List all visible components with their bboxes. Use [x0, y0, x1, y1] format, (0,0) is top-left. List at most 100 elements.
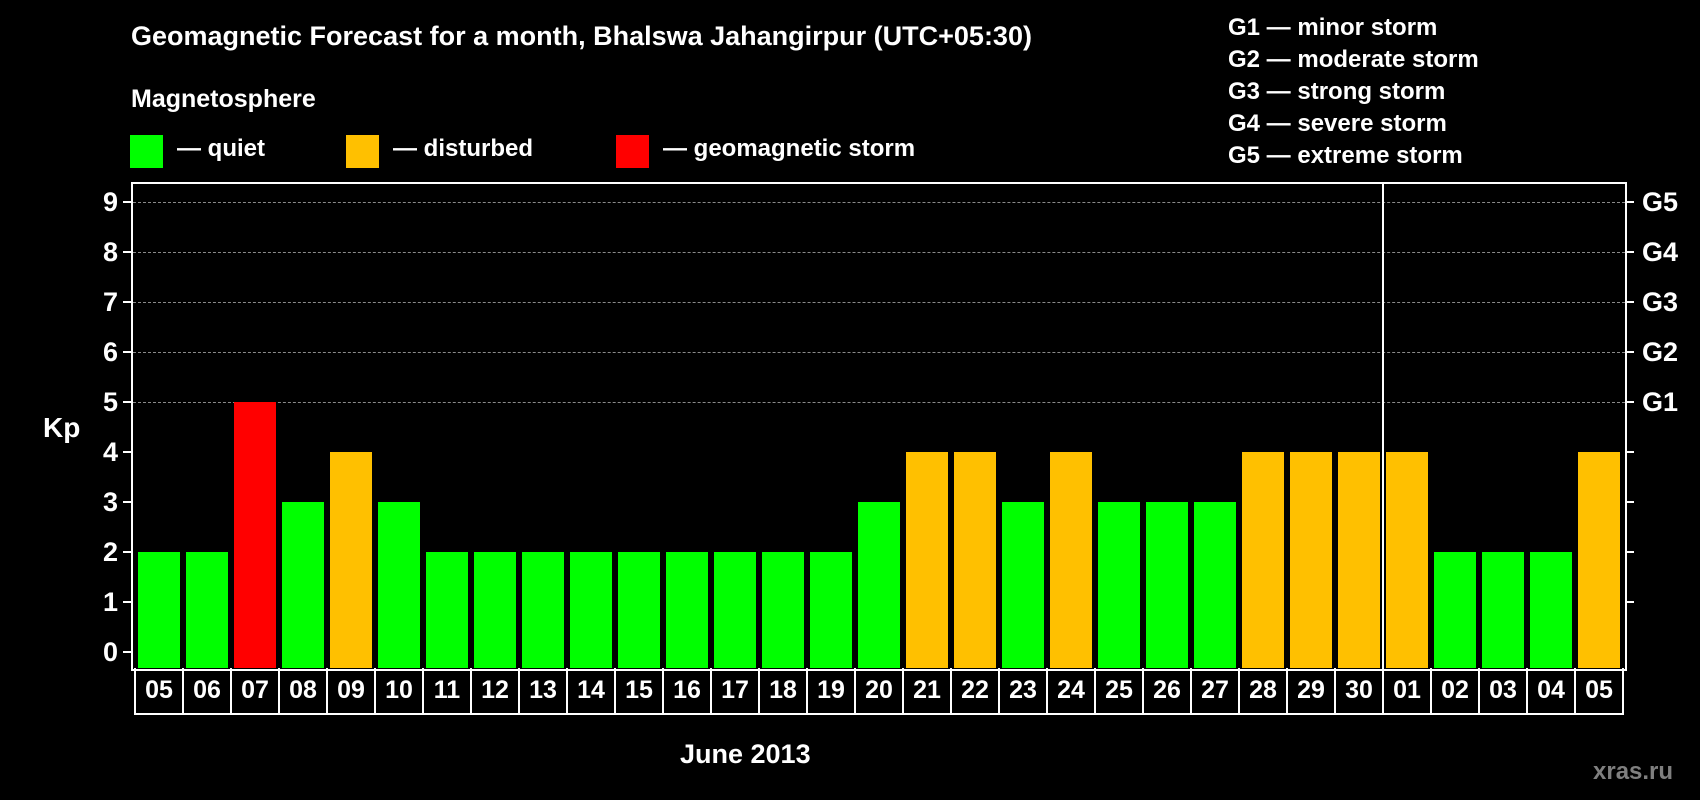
watermark: xras.ru — [1593, 758, 1674, 785]
bar-16 — [666, 552, 708, 668]
right-tick-mark — [1626, 301, 1634, 303]
date-label: 19 — [806, 668, 856, 715]
legend-item-disturbed: — disturbed — [346, 135, 533, 168]
date-label: 09 — [326, 668, 376, 715]
g-scale-label: G1 — [1642, 387, 1679, 417]
date-label: 07 — [230, 668, 280, 715]
bar-13 — [522, 552, 564, 668]
y-tick-label: 8 — [102, 237, 118, 267]
y-tick-mark — [123, 601, 132, 603]
g-legend-g5: G5 — extreme storm — [1228, 142, 1463, 169]
right-tick-mark — [1626, 601, 1634, 603]
bar-26 — [1146, 502, 1188, 668]
bar-22 — [954, 452, 996, 668]
date-label: 10 — [374, 668, 424, 715]
y-tick-mark — [123, 301, 132, 303]
bar-06 — [186, 552, 228, 668]
y-tick-label: 1 — [102, 587, 118, 617]
date-label: 30 — [1334, 668, 1384, 715]
bar-24 — [1050, 452, 1092, 668]
date-label: 05 — [134, 668, 184, 715]
date-label: 13 — [518, 668, 568, 715]
bar-25 — [1098, 502, 1140, 668]
date-label: 15 — [614, 668, 664, 715]
right-tick-mark — [1626, 451, 1634, 453]
right-tick-mark — [1626, 401, 1634, 403]
g-scale-label: G3 — [1642, 287, 1679, 317]
date-label: 24 — [1046, 668, 1096, 715]
y-tick-mark — [123, 451, 132, 453]
y-tick-label: 7 — [102, 287, 118, 317]
date-label: 27 — [1190, 668, 1240, 715]
date-label: 14 — [566, 668, 616, 715]
date-label: 16 — [662, 668, 712, 715]
gridline-kp-8 — [133, 252, 1625, 253]
y-tick-mark — [123, 401, 132, 403]
bar-27 — [1194, 502, 1236, 668]
gridline-kp-5 — [133, 402, 1625, 403]
bar-03 — [1482, 552, 1524, 668]
bar-23 — [1002, 502, 1044, 668]
y-tick-mark — [123, 201, 132, 203]
date-label: 17 — [710, 668, 760, 715]
bar-18 — [762, 552, 804, 668]
date-label: 22 — [950, 668, 1000, 715]
month-separator — [1382, 183, 1384, 669]
bar-14 — [570, 552, 612, 668]
right-tick-mark — [1626, 251, 1634, 253]
gridline-kp-9 — [133, 202, 1625, 203]
disturbed-swatch-icon — [346, 135, 379, 168]
date-label: 21 — [902, 668, 952, 715]
y-tick-mark — [123, 651, 132, 653]
y-tick-label: 5 — [102, 387, 118, 417]
legend-item-storm: — geomagnetic storm — [616, 135, 915, 168]
y-tick-label: 4 — [102, 437, 118, 467]
date-axis: 05 06 07 08 09 10 11 12 13 14 15 16 17 18 19 20 21 22 23 24… — [134, 668, 1624, 717]
right-tick-mark — [1626, 351, 1634, 353]
y-tick-label: 9 — [102, 187, 118, 217]
legend-heading: Magnetosphere — [131, 85, 316, 113]
bar-21 — [906, 452, 948, 668]
y-tick-mark — [123, 251, 132, 253]
date-label: 03 — [1478, 668, 1528, 715]
date-label: 23 — [998, 668, 1048, 715]
y-tick-label: 0 — [102, 637, 118, 667]
y-tick-mark — [123, 501, 132, 503]
bar-19 — [810, 552, 852, 668]
legend-label-disturbed: — disturbed — [393, 135, 534, 162]
bar-29 — [1290, 452, 1332, 668]
right-tick-mark — [1626, 201, 1634, 203]
date-label: 11 — [422, 668, 472, 715]
g-scale-legend: G1 — minor storm G2 — moderate storm G3 … — [1228, 12, 1479, 172]
bar-11 — [426, 552, 468, 668]
bar-05 — [1578, 452, 1620, 668]
plot-area — [131, 182, 1627, 671]
bar-10 — [378, 502, 420, 668]
bar-09 — [330, 452, 372, 668]
bar-30 — [1338, 452, 1380, 668]
bar-17 — [714, 552, 756, 668]
g-scale-label: G4 — [1642, 237, 1679, 267]
right-tick-mark — [1626, 551, 1634, 553]
bar-07 — [234, 402, 276, 668]
bar-20 — [858, 502, 900, 668]
date-label: 26 — [1142, 668, 1192, 715]
bar-01 — [1386, 452, 1428, 668]
date-label: 04 — [1526, 668, 1576, 715]
chart-title: Geomagnetic Forecast for a month, Bhalsw… — [131, 21, 1032, 51]
date-label: 01 — [1382, 668, 1432, 715]
legend-label-storm: — geomagnetic storm — [663, 135, 916, 162]
legend-item-quiet: — quiet — [130, 135, 265, 168]
bar-04 — [1530, 552, 1572, 668]
gridline-kp-6 — [133, 352, 1625, 353]
y-tick-label: 2 — [102, 537, 118, 567]
date-label: 06 — [182, 668, 232, 715]
date-label: 08 — [278, 668, 328, 715]
date-label: 25 — [1094, 668, 1144, 715]
g-scale-label: G2 — [1642, 337, 1679, 367]
y-axis-label: Kp — [43, 412, 81, 443]
g-legend-g3: G3 — strong storm — [1228, 78, 1446, 105]
date-label: 02 — [1430, 668, 1480, 715]
bar-08 — [282, 502, 324, 668]
date-label: 18 — [758, 668, 808, 715]
